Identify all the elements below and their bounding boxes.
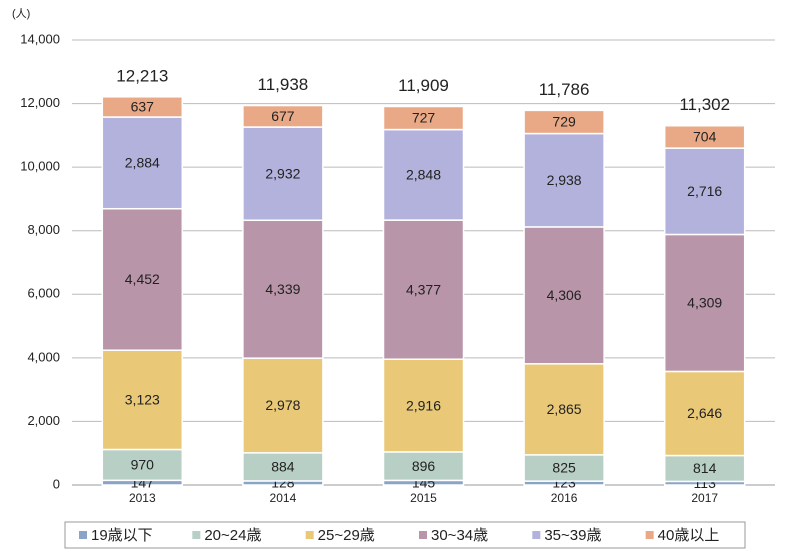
value-label: 2,916 (406, 397, 441, 413)
y-tick-label: 14,000 (20, 31, 60, 46)
legend-swatch (419, 531, 427, 539)
legend-swatch (645, 531, 654, 539)
value-label: 825 (552, 460, 576, 476)
value-label: 2,848 (406, 167, 441, 183)
value-label: 4,339 (265, 281, 300, 297)
legend-label: 35~39歳 (544, 527, 601, 544)
value-label: 884 (271, 459, 295, 475)
total-label: 11,938 (258, 75, 309, 94)
legend-label: 19歳以下 (91, 527, 153, 544)
y-tick-label: 4,000 (27, 349, 60, 364)
value-label: 2,932 (265, 165, 300, 181)
legend-swatch (532, 531, 541, 539)
value-label: 896 (412, 458, 436, 474)
bar-segment (382, 451, 465, 482)
bar-segment (101, 96, 184, 118)
y-tick-label: 2,000 (27, 413, 60, 428)
value-label: 704 (693, 129, 717, 145)
legend-label: 25~29歳 (318, 527, 375, 544)
bar-segment (242, 219, 324, 359)
unit-label: (人) (12, 7, 30, 20)
value-label: 2,938 (547, 172, 582, 188)
value-label: 3,123 (125, 392, 160, 408)
bar-segment (523, 454, 605, 482)
bar-segment (101, 116, 184, 210)
bar-segment (101, 349, 184, 451)
bar-segment (663, 233, 746, 373)
value-label: 637 (131, 99, 155, 115)
y-tick-label: 0 (53, 476, 60, 491)
x-tick-label: 2017 (691, 491, 718, 505)
value-label: 4,309 (687, 295, 722, 311)
total-label: 12,213 (116, 66, 168, 85)
value-label: 2,884 (125, 155, 160, 171)
value-label: 814 (693, 460, 717, 476)
value-label: 2,646 (687, 405, 722, 421)
legend-swatch (305, 531, 314, 539)
bar-segment (382, 358, 465, 453)
legend-label: 30~34歳 (431, 527, 488, 544)
bar-segment (523, 132, 605, 228)
bar-segment (101, 207, 184, 351)
value-label: 2,865 (547, 401, 582, 417)
value-label: 4,377 (406, 281, 441, 297)
bar-segment (242, 104, 324, 128)
bar-segment (242, 357, 324, 454)
legend-label: 20~24歳 (204, 527, 261, 544)
bar-segment (523, 109, 605, 135)
bar-segment (382, 105, 465, 131)
bar-segment (523, 363, 605, 456)
y-tick-label: 10,000 (20, 159, 60, 174)
bar-segment (101, 448, 184, 482)
y-tick-label: 6,000 (27, 286, 60, 301)
x-tick-label: 2016 (551, 491, 578, 505)
y-tick-label: 12,000 (20, 95, 60, 110)
value-label: 729 (552, 114, 576, 130)
x-tick-label: 2015 (410, 491, 437, 505)
x-tick-label: 2013 (129, 491, 156, 505)
total-label: 11,302 (679, 95, 730, 114)
value-label: 677 (271, 108, 295, 124)
total-label: 11,909 (398, 76, 449, 95)
bar-segment (663, 454, 746, 483)
bar-segment (663, 147, 746, 236)
y-tick-label: 8,000 (27, 222, 60, 237)
value-label: 970 (131, 457, 155, 473)
value-label: 727 (412, 110, 436, 126)
value-label: 2,716 (687, 183, 722, 199)
legend-swatch (79, 531, 87, 539)
x-tick-label: 2014 (270, 491, 297, 505)
bar-segment (663, 125, 746, 149)
value-label: 4,306 (547, 287, 582, 303)
bar-segment (242, 126, 324, 222)
legend-box (64, 521, 746, 549)
bar-segment (663, 370, 746, 457)
bar-segment (382, 128, 465, 221)
legend-label: 40歳以上 (658, 527, 720, 544)
value-label: 4,452 (125, 271, 160, 287)
total-label: 11,786 (539, 80, 590, 99)
legend-swatch (192, 531, 201, 539)
value-label: 2,978 (265, 397, 300, 413)
